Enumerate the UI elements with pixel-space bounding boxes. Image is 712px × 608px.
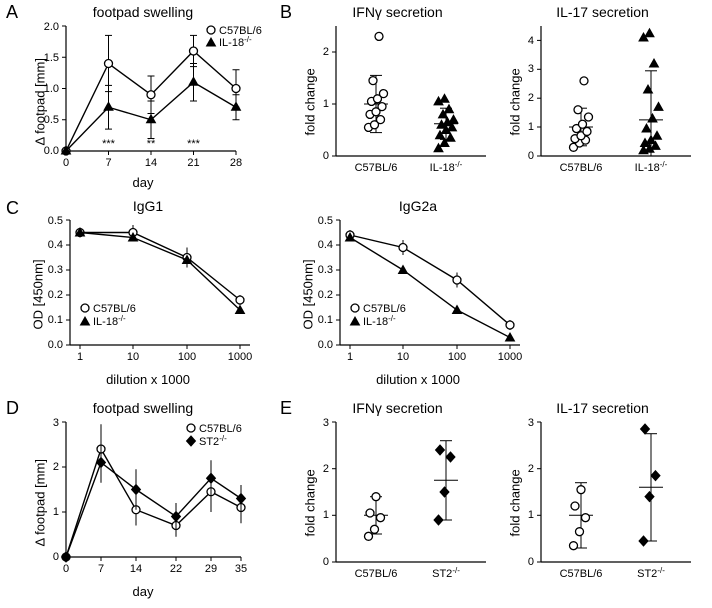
svg-text:0.5: 0.5 (48, 215, 63, 227)
svg-text:0.3: 0.3 (318, 264, 333, 276)
panel-d: footpad swelling Δ footpad [mm] day 0 1 … (28, 404, 258, 599)
svg-text:1.5: 1.5 (44, 52, 59, 64)
chart-svg: 0 1 2 3 0 7 14 22 29 35 (28, 404, 258, 599)
svg-text:IL-18-/-: IL-18-/- (363, 314, 396, 328)
svg-text:***: *** (187, 138, 201, 150)
chart-svg: 0.0 0.1 0.2 0.3 0.4 0.5 1 10 100 1000 (28, 202, 268, 387)
svg-text:IL-18-/-: IL-18-/- (635, 160, 668, 174)
svg-text:100: 100 (448, 351, 466, 363)
panel-e1: IFNγ secretion fold change 0 1 2 3 C57BL… (300, 404, 495, 599)
svg-text:2: 2 (323, 46, 329, 58)
svg-text:0.2: 0.2 (48, 289, 63, 301)
svg-text:10: 10 (127, 351, 139, 363)
svg-text:0: 0 (323, 556, 329, 568)
svg-text:0.3: 0.3 (48, 264, 63, 276)
svg-text:2: 2 (53, 461, 59, 473)
svg-text:0.0: 0.0 (48, 339, 63, 351)
svg-text:C57BL/6: C57BL/6 (355, 162, 398, 174)
svg-text:0.5: 0.5 (44, 114, 59, 126)
svg-text:7: 7 (98, 563, 104, 575)
svg-text:3: 3 (528, 417, 534, 429)
panel-c1: IgG1 OD [450nm] dilution x 1000 0.0 0.1 … (28, 202, 268, 387)
svg-text:IL-18-/-: IL-18-/- (430, 160, 463, 174)
svg-text:100: 100 (178, 351, 196, 363)
svg-text:C57BL/6: C57BL/6 (363, 303, 406, 315)
svg-text:0.0: 0.0 (44, 145, 59, 157)
svg-text:C57BL/6: C57BL/6 (93, 303, 136, 315)
svg-text:C57BL/6: C57BL/6 (560, 162, 603, 174)
svg-text:2: 2 (528, 92, 534, 104)
chart-svg: 0 1 2 3 4 C57BL/6 IL-18-/- (505, 8, 700, 188)
svg-text:2: 2 (528, 463, 534, 475)
panel-a: footpad swelling Δ footpad [mm] day 0.0 … (28, 8, 258, 188)
svg-text:4: 4 (528, 35, 534, 47)
svg-text:**: ** (147, 138, 156, 150)
svg-text:7: 7 (105, 157, 111, 169)
svg-text:21: 21 (187, 157, 199, 169)
chart-svg: 0 1 2 3 C57BL/6 ST2-/- (300, 404, 495, 599)
svg-text:28: 28 (230, 157, 242, 169)
svg-text:1000: 1000 (498, 351, 522, 363)
svg-text:1: 1 (53, 506, 59, 518)
svg-text:1.0: 1.0 (44, 83, 59, 95)
svg-text:22: 22 (170, 563, 182, 575)
svg-text:ST2-/-: ST2-/- (199, 434, 227, 448)
chart-svg: 0.0 0.5 1.0 1.5 2.0 0 7 14 21 28 (28, 8, 258, 188)
svg-text:0: 0 (63, 157, 69, 169)
svg-text:1000: 1000 (228, 351, 252, 363)
panel-b2: IL-17 secretion fold change 0 1 2 3 4 C5… (505, 8, 700, 188)
svg-text:ST2-/-: ST2-/- (637, 566, 665, 580)
svg-text:C57BL/6: C57BL/6 (355, 568, 398, 580)
svg-text:2: 2 (323, 463, 329, 475)
svg-text:1: 1 (347, 351, 353, 363)
panel-label-a: A (6, 2, 18, 23)
svg-text:0.0: 0.0 (318, 339, 333, 351)
svg-text:29: 29 (205, 563, 217, 575)
panel-label-b: B (280, 2, 292, 23)
panel-label-d: D (6, 398, 19, 419)
panel-e2: IL-17 secretion fold change 0 1 2 3 C57B… (505, 404, 700, 599)
panel-label-e: E (280, 398, 292, 419)
svg-text:0.2: 0.2 (318, 289, 333, 301)
svg-text:C57BL/6: C57BL/6 (560, 568, 603, 580)
panel-b1: IFNγ secretion fold change 0 1 2 C57BL/6… (300, 8, 495, 188)
svg-text:0: 0 (528, 556, 534, 568)
svg-text:0: 0 (528, 150, 534, 162)
svg-text:3: 3 (528, 63, 534, 75)
svg-text:1: 1 (528, 121, 534, 133)
svg-text:0: 0 (63, 563, 69, 575)
svg-text:0.4: 0.4 (48, 239, 63, 251)
chart-svg: 0 1 2 3 C57BL/6 ST2-/- (505, 404, 700, 599)
svg-text:0: 0 (53, 551, 59, 563)
svg-text:***: *** (102, 138, 116, 150)
svg-text:1: 1 (528, 509, 534, 521)
svg-text:14: 14 (145, 157, 157, 169)
svg-text:1: 1 (323, 98, 329, 110)
svg-text:ST2-/-: ST2-/- (432, 566, 460, 580)
svg-text:35: 35 (235, 563, 247, 575)
svg-text:10: 10 (397, 351, 409, 363)
svg-text:14: 14 (130, 563, 142, 575)
svg-text:0: 0 (323, 150, 329, 162)
svg-text:3: 3 (323, 417, 329, 429)
svg-text:IL-18-/-: IL-18-/- (93, 314, 126, 328)
svg-text:IL-18-/-: IL-18-/- (219, 35, 252, 49)
svg-text:1: 1 (323, 509, 329, 521)
svg-text:0.4: 0.4 (318, 239, 333, 251)
svg-text:2.0: 2.0 (44, 21, 59, 33)
svg-text:1: 1 (77, 351, 83, 363)
svg-text:0.5: 0.5 (318, 215, 333, 227)
chart-svg: 0 1 2 C57BL/6 IL-18-/- (300, 8, 495, 188)
panel-label-c: C (6, 198, 19, 219)
panel-c2: IgG2a OD [450nm] dilution x 1000 0.0 0.1… (298, 202, 538, 387)
svg-text:0.1: 0.1 (318, 314, 333, 326)
svg-text:3: 3 (53, 417, 59, 429)
svg-text:C57BL/6: C57BL/6 (219, 25, 262, 37)
svg-text:0.1: 0.1 (48, 314, 63, 326)
chart-svg: 0.0 0.1 0.2 0.3 0.4 0.5 1 10 100 1000 (298, 202, 538, 387)
